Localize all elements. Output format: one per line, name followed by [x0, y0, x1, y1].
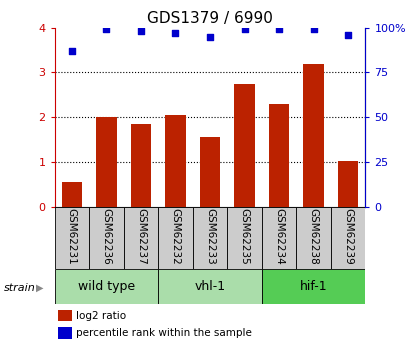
- Bar: [200, 137, 221, 207]
- Point: [310, 27, 317, 32]
- Bar: [61, 182, 82, 207]
- Text: ▶: ▶: [36, 283, 43, 293]
- Bar: [234, 83, 255, 207]
- Bar: [331, 207, 365, 269]
- Point: [68, 48, 75, 54]
- Text: percentile rank within the sample: percentile rank within the sample: [76, 328, 252, 338]
- Bar: [165, 115, 186, 207]
- Text: hif-1: hif-1: [300, 280, 328, 293]
- Bar: [158, 269, 262, 304]
- Text: GSM62237: GSM62237: [136, 208, 146, 265]
- Point: [345, 32, 352, 38]
- Point: [207, 34, 213, 39]
- Bar: [193, 207, 227, 269]
- Text: GSM62239: GSM62239: [343, 208, 353, 265]
- Bar: [58, 310, 72, 322]
- Bar: [297, 207, 331, 269]
- Text: GSM62232: GSM62232: [171, 208, 181, 265]
- Text: wild type: wild type: [78, 280, 135, 293]
- Text: GSM62235: GSM62235: [239, 208, 249, 265]
- Bar: [262, 269, 365, 304]
- Text: vhl-1: vhl-1: [194, 280, 226, 293]
- Text: GSM62238: GSM62238: [309, 208, 319, 265]
- Title: GDS1379 / 6990: GDS1379 / 6990: [147, 11, 273, 27]
- Bar: [55, 269, 158, 304]
- Bar: [158, 207, 193, 269]
- Point: [276, 27, 282, 32]
- Bar: [123, 207, 158, 269]
- Bar: [55, 207, 89, 269]
- Bar: [96, 117, 117, 207]
- Bar: [303, 65, 324, 207]
- Point: [241, 27, 248, 32]
- Point: [138, 28, 144, 34]
- Bar: [227, 207, 262, 269]
- Text: GSM62236: GSM62236: [101, 208, 111, 265]
- Bar: [89, 207, 123, 269]
- Point: [172, 30, 179, 36]
- Bar: [131, 124, 151, 207]
- Bar: [262, 207, 297, 269]
- Bar: [58, 327, 72, 339]
- Bar: [338, 161, 359, 207]
- Bar: [269, 104, 289, 207]
- Point: [103, 27, 110, 32]
- Text: GSM62233: GSM62233: [205, 208, 215, 265]
- Text: GSM62231: GSM62231: [67, 208, 77, 265]
- Text: log2 ratio: log2 ratio: [76, 310, 126, 321]
- Text: GSM62234: GSM62234: [274, 208, 284, 265]
- Text: strain: strain: [4, 283, 36, 293]
